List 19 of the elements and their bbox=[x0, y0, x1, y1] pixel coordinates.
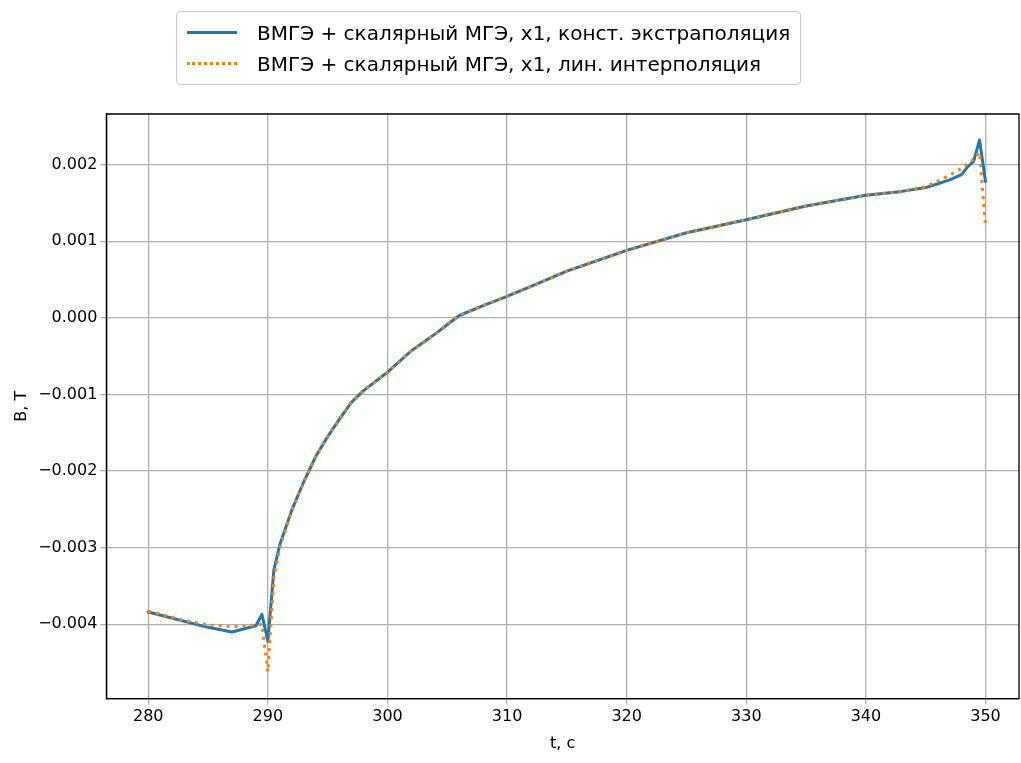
y-tick-label: 0.000 bbox=[51, 306, 98, 326]
x-tick-label: 350 bbox=[970, 706, 1001, 726]
x-tick-label: 290 bbox=[252, 706, 284, 726]
y-tick-label: 0.002 bbox=[51, 153, 98, 173]
x-tick-label: 300 bbox=[372, 706, 403, 726]
x-tick-label: 340 bbox=[850, 706, 882, 726]
y-tick-label: −0.004 bbox=[38, 613, 98, 633]
x-tick-label: 280 bbox=[133, 706, 164, 726]
x-tick-label: 320 bbox=[611, 706, 642, 726]
x-tick-label: 310 bbox=[491, 706, 523, 726]
y-axis-title: B, T bbox=[10, 390, 30, 422]
legend-label: ВМГЭ + скалярный МГЭ, x1, конст. экстраполяция bbox=[257, 20, 791, 45]
y-tick-label: −0.003 bbox=[38, 536, 98, 556]
x-tick-label: 330 bbox=[731, 706, 762, 726]
y-tick-label: −0.002 bbox=[38, 460, 98, 480]
y-tick-label: 0.001 bbox=[51, 230, 98, 250]
y-tick-label: −0.001 bbox=[38, 383, 98, 403]
legend-label: ВМГЭ + скалярный МГЭ, x1, лин. интерполяция bbox=[257, 51, 762, 76]
x-axis-title: t, c bbox=[550, 732, 576, 752]
